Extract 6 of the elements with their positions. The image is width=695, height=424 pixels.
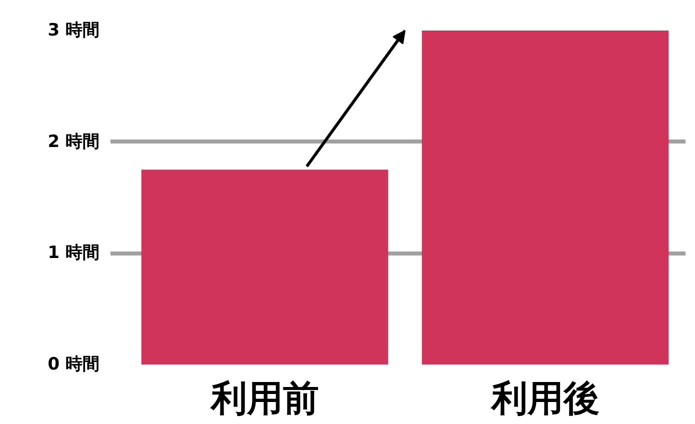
y-tick-label: 1 時間 [48,243,100,264]
x-tick-label: 利用前 [208,378,319,420]
y-tick-label: 2 時間 [48,132,100,152]
y-tick-label: 3 時間 [48,20,100,40]
x-tick-label: 利用後 [489,378,600,420]
y-tick-label: 0 時間 [48,354,100,374]
